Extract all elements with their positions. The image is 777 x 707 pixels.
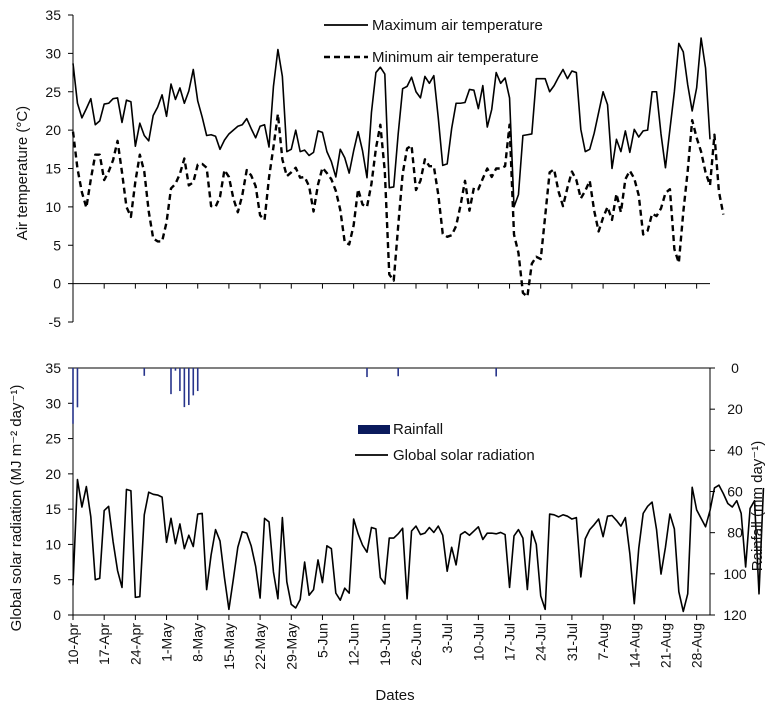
bottom-x-tick-label: 15-May bbox=[221, 623, 237, 670]
bottom-x-tick-label: 10-Apr bbox=[65, 623, 81, 665]
temperature-panel: -5 0 5 10 15 20 25 30 35 bbox=[45, 7, 725, 330]
rainfall-bar bbox=[397, 368, 399, 377]
bottom-left-tick-label: 0 bbox=[53, 607, 61, 623]
bottom-right-tick-label: 40 bbox=[727, 442, 743, 458]
bottom-x-tick-label: 19-Jun bbox=[377, 623, 393, 666]
max-temperature-series-line bbox=[72, 37, 711, 208]
bottom-x-tick-label: 31-Jul bbox=[564, 623, 580, 661]
rainfall-bar bbox=[196, 368, 199, 392]
bottom-x-tick-label: 24-Apr bbox=[127, 623, 143, 665]
rainfall-bar bbox=[170, 368, 172, 395]
rainfall-bar bbox=[192, 368, 195, 396]
bottom-x-tick-label: 5-Jun bbox=[314, 623, 330, 658]
rainfall-bar bbox=[76, 368, 79, 408]
bottom-x-tick-label: 14-Aug bbox=[626, 623, 642, 668]
bottom-x-tick-label: 10-Jul bbox=[470, 623, 486, 661]
bottom-right-tick-label: 80 bbox=[727, 525, 743, 541]
bottom-left-tick-label: 20 bbox=[45, 466, 61, 482]
rainfall-bar bbox=[143, 368, 146, 376]
solar-radiation-series-line bbox=[72, 478, 765, 613]
radiation-legend: Rainfall Global solar radiation bbox=[355, 421, 535, 464]
bottom-right-tick-label: 120 bbox=[723, 607, 747, 623]
bottom-left-tick-label: 15 bbox=[45, 501, 61, 517]
legend-solar-label: Global solar radiation bbox=[393, 447, 535, 464]
rainfall-bar bbox=[188, 368, 190, 406]
bottom-x-tick-label: 22-May bbox=[252, 623, 268, 670]
bottom-y-axis-title: Global solar radiation (MJ m⁻² day⁻¹) bbox=[8, 385, 25, 632]
legend-max-label: Maximum air temperature bbox=[372, 17, 543, 34]
top-y-tick-label: -5 bbox=[49, 314, 62, 330]
top-y-tick-label: 10 bbox=[45, 199, 61, 215]
legend-rain-swatch bbox=[358, 425, 390, 434]
bottom-right-tick-label: 60 bbox=[727, 484, 743, 500]
radiation-rainfall-panel: 0 5 10 15 20 25 30 35 0 20 40 60 80 100 120 10-Apr 17-Ap… bbox=[45, 360, 765, 670]
x-axis-title: Dates bbox=[375, 687, 414, 704]
rainfall-bar bbox=[174, 368, 177, 371]
legend-min-label: Minimum air temperature bbox=[372, 49, 539, 66]
bottom-x-tick-label: 7-Aug bbox=[595, 623, 611, 660]
bottom-left-tick-label: 10 bbox=[45, 536, 61, 552]
bottom-x-tick-label: 21-Aug bbox=[657, 623, 673, 668]
bottom-x-tick-label: 24-Jul bbox=[533, 623, 549, 661]
top-y-tick-label: 15 bbox=[45, 161, 61, 177]
top-y-tick-label: 25 bbox=[45, 84, 61, 100]
bottom-left-tick-label: 5 bbox=[53, 572, 61, 588]
bottom-x-tick-label: 26-Jun bbox=[408, 623, 424, 666]
bottom-x-tick-label: 8-May bbox=[190, 623, 206, 662]
top-y-tick-label: 5 bbox=[53, 237, 61, 253]
bottom-x-tick-label: 29-May bbox=[283, 623, 299, 670]
bottom-left-tick-label: 25 bbox=[45, 431, 61, 447]
temperature-legend: Maximum air temperature Minimum air temp… bbox=[324, 17, 543, 66]
bottom-left-tick-label: 35 bbox=[45, 360, 61, 376]
bottom-right-tick-label: 20 bbox=[727, 401, 743, 417]
top-y-tick-label: 35 bbox=[45, 7, 61, 23]
top-y-tick-label: 0 bbox=[53, 276, 61, 292]
bottom-x-tick-label: 28-Aug bbox=[689, 623, 705, 668]
min-temperature-series-line bbox=[71, 112, 725, 298]
rainfall-bar bbox=[183, 368, 186, 408]
bottom-x-tick-label: 12-Jun bbox=[346, 623, 362, 666]
right-y-axis-title: Rainfall (mm day⁻¹) bbox=[749, 441, 766, 571]
bottom-x-tick-label: 17-Jul bbox=[502, 623, 518, 661]
bottom-left-tick-label: 30 bbox=[45, 395, 61, 411]
top-y-tick-label: 30 bbox=[45, 45, 61, 61]
rainfall-bar bbox=[366, 368, 368, 378]
legend-rain-label: Rainfall bbox=[393, 421, 443, 438]
top-y-tick-label: 20 bbox=[45, 122, 61, 138]
bottom-x-tick-label: 17-Apr bbox=[96, 623, 112, 665]
bottom-x-tick-label: 3-Jul bbox=[439, 623, 455, 653]
bottom-x-tick-label: 1-May bbox=[159, 623, 175, 662]
bottom-right-tick-label: 100 bbox=[723, 566, 747, 582]
bottom-right-tick-label: 0 bbox=[731, 360, 739, 376]
rainfall-bar bbox=[179, 368, 181, 392]
rainfall-bar bbox=[72, 368, 74, 424]
top-y-axis-title: Air temperature (°C) bbox=[14, 106, 31, 240]
rainfall-bar bbox=[495, 368, 497, 377]
